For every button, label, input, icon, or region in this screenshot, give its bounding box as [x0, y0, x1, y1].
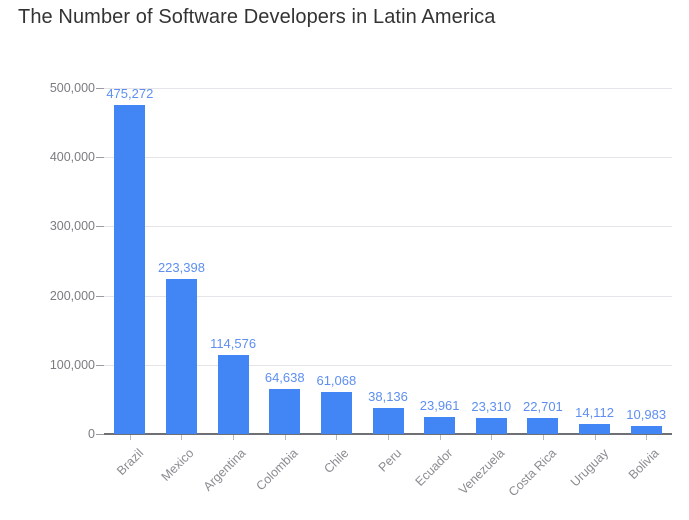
y-axis-label: 500,000: [49, 81, 95, 95]
y-tick-mark: [96, 364, 104, 366]
x-tick-mark: [284, 435, 286, 440]
x-axis-label: Uruguay: [567, 446, 611, 490]
x-tick-mark: [491, 435, 493, 440]
bar-value-label: 61,068: [316, 372, 357, 388]
y-axis-label: 0: [88, 427, 95, 441]
x-axis-label: Bolivia: [625, 446, 662, 482]
bar[interactable]: [424, 417, 456, 434]
y-tick-mark: [96, 295, 104, 297]
x-axis-label: Mexico: [159, 446, 197, 484]
bar-value-label: 114,576: [210, 335, 257, 351]
x-tick-mark: [388, 435, 389, 440]
bar-value-label: 475,272: [106, 86, 154, 102]
x-tick-mark: [439, 435, 441, 440]
x-axis-line: [104, 433, 672, 435]
y-gridline: [104, 364, 672, 366]
y-gridline: [104, 295, 672, 297]
bar-value-label: 14,112: [575, 405, 614, 421]
bar[interactable]: [527, 418, 559, 434]
bar[interactable]: [165, 279, 197, 434]
bar-value-label: 38,136: [368, 388, 408, 404]
x-tick-mark: [646, 435, 648, 440]
x-tick-mark: [181, 435, 183, 440]
x-axis-label: Argentina: [200, 446, 249, 494]
y-gridline: [104, 226, 672, 228]
x-tick-mark: [336, 435, 338, 440]
bar[interactable]: [269, 389, 301, 434]
bar-value-label: 23,961: [419, 398, 460, 414]
x-tick-mark: [542, 435, 544, 440]
x-axis-label: Costa Rica: [505, 446, 559, 500]
x-axis-label: Venezuela: [456, 446, 508, 498]
bar[interactable]: [475, 417, 507, 434]
bar[interactable]: [320, 391, 352, 434]
y-tick-mark: [96, 88, 104, 89]
x-axis-label: Ecuador: [412, 446, 456, 489]
bar[interactable]: [579, 424, 611, 434]
y-tick-mark: [96, 434, 104, 435]
y-gridline: [104, 157, 672, 159]
y-axis-label: 300,000: [49, 219, 95, 234]
bar-value-label: 64,638: [264, 370, 305, 386]
chart-title: The Number of Software Developers in Lat…: [18, 6, 496, 28]
bar[interactable]: [372, 407, 404, 434]
y-axis-label: 400,000: [49, 150, 95, 165]
bar[interactable]: [630, 426, 662, 434]
x-tick-mark: [594, 435, 596, 440]
x-axis-label: Peru: [375, 446, 405, 475]
x-axis-label: Brazil: [113, 446, 146, 479]
x-tick-mark: [129, 435, 131, 440]
bar-value-label: 22,701: [523, 399, 563, 415]
bar-value-label: 23,310: [471, 398, 512, 414]
bar[interactable]: [217, 354, 249, 434]
bar-value-label: 223,398: [157, 260, 205, 276]
y-gridline: [104, 88, 672, 89]
y-tick-mark: [96, 157, 104, 159]
bar-value-label: 10,983: [626, 407, 667, 423]
y-axis-label: 100,000: [49, 357, 95, 372]
y-tick-mark: [96, 226, 104, 228]
y-axis-label: 200,000: [49, 288, 95, 303]
x-axis-label: Colombia: [253, 446, 301, 494]
x-axis-label: Chile: [321, 446, 352, 477]
bar[interactable]: [114, 105, 146, 434]
x-tick-mark: [233, 435, 235, 440]
